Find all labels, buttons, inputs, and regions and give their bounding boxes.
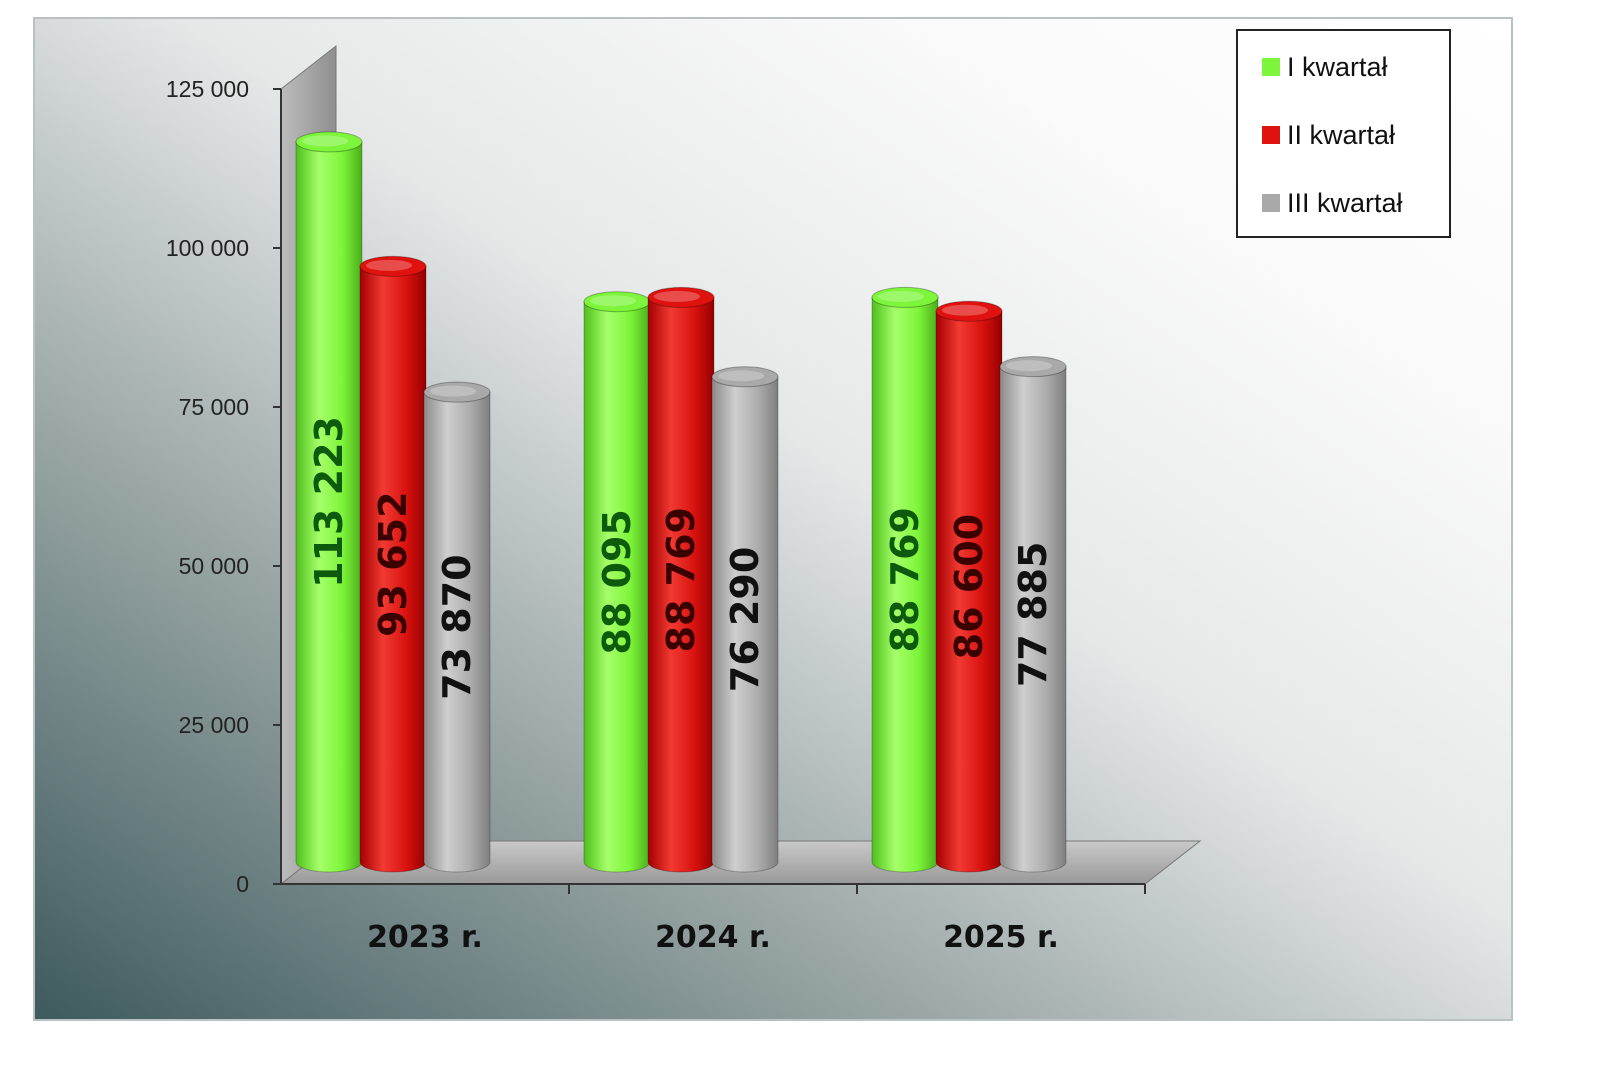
- bar-top: [359, 255, 427, 277]
- legend-swatch: [1262, 58, 1280, 76]
- bar-top-highlight: [1005, 360, 1053, 372]
- data-label: 76 290: [723, 547, 767, 692]
- bar-1-3: [871, 286, 939, 873]
- bar-2-2: [647, 286, 715, 873]
- bar-body: [711, 376, 779, 873]
- bar-top: [295, 131, 363, 153]
- data-label: 77 885: [1011, 542, 1055, 687]
- bar-top-highlight: [429, 385, 477, 397]
- data-label: 88 769: [659, 507, 703, 652]
- bar-top-highlight: [365, 259, 413, 271]
- y-tick-label: 100 000: [166, 235, 249, 261]
- bar-top: [647, 286, 715, 308]
- bar-top-highlight: [589, 295, 637, 307]
- bar-top: [871, 286, 939, 308]
- bar-3-3: [999, 356, 1067, 873]
- data-label: 93 652: [371, 491, 415, 636]
- y-tick-label: 125 000: [166, 76, 249, 102]
- y-tick-label: 50 000: [179, 553, 249, 579]
- bar-top: [935, 300, 1003, 322]
- x-tick-label: 2025 r.: [943, 920, 1059, 955]
- y-tick-label: 75 000: [179, 394, 249, 420]
- bar-top: [423, 381, 491, 403]
- x-tick-label: 2024 r.: [655, 920, 771, 955]
- legend-label: III kwartał: [1287, 188, 1403, 218]
- bar-body: [999, 366, 1067, 873]
- data-label: 113 223: [307, 416, 351, 588]
- legend-swatch: [1262, 194, 1280, 212]
- data-label: 73 870: [435, 554, 479, 699]
- bar-top: [711, 366, 779, 388]
- y-tick-label: 25 000: [179, 712, 249, 738]
- y-tick-label: 0: [236, 871, 249, 897]
- legend-swatch: [1262, 126, 1280, 144]
- legend: I kwartał II kwartał III kwartał: [1236, 29, 1451, 238]
- data-label: 88 769: [883, 507, 927, 652]
- bar-top: [999, 356, 1067, 378]
- data-label: 86 600: [947, 514, 991, 659]
- bar-3-1: [423, 381, 491, 873]
- legend-label: II kwartał: [1287, 120, 1395, 150]
- bar-3-2: [711, 366, 779, 873]
- bar-top-highlight: [653, 290, 701, 302]
- legend-label: I kwartał: [1287, 52, 1388, 82]
- data-label: 88 095: [595, 509, 639, 654]
- bar-body: [423, 391, 491, 873]
- bar-top-highlight: [941, 304, 989, 316]
- bar-top-highlight: [301, 135, 349, 147]
- x-tick-label: 2023 r.: [367, 920, 483, 955]
- bar-top-highlight: [717, 370, 765, 382]
- bar-top-highlight: [877, 290, 925, 302]
